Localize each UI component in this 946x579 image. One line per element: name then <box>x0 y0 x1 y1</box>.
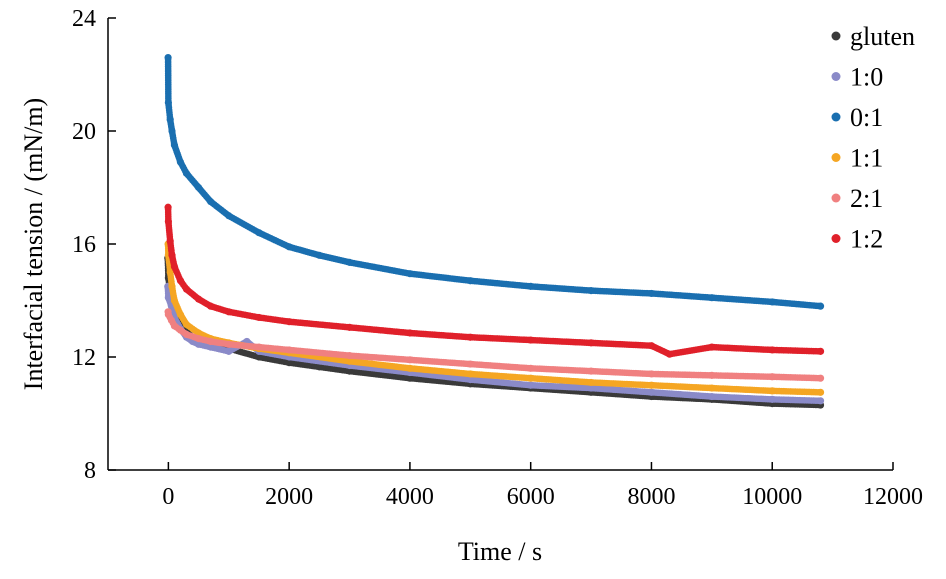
series-2-1 <box>164 308 825 382</box>
legend-item: 1:1 <box>831 144 883 173</box>
data-point <box>816 388 825 396</box>
legend-marker <box>831 31 841 41</box>
y-tick-label: 12 <box>72 345 96 371</box>
series-0-1 <box>164 53 825 310</box>
legend-label: 0:1 <box>850 103 883 132</box>
legend-label: 2:1 <box>850 184 883 213</box>
x-axis-title: Time / s <box>458 537 542 566</box>
x-tick-label: 6000 <box>507 484 555 510</box>
y-axis-ticks: 8 12 16 20 24 <box>72 6 116 484</box>
data-point <box>816 347 825 355</box>
legend-label: 1:1 <box>850 144 883 173</box>
x-tick-label: 2000 <box>265 484 313 510</box>
legend-label: 1:2 <box>850 225 883 254</box>
data-series <box>164 53 825 409</box>
legend: gluten 1:0 0:1 1:1 2:1 1:2 <box>831 22 915 254</box>
x-tick-label: 12000 <box>863 484 923 510</box>
legend-item: 2:1 <box>831 184 883 213</box>
y-axis-title: Interfacial tension / (mN/m) <box>19 98 48 390</box>
y-tick-label: 8 <box>84 458 96 484</box>
legend-marker <box>831 234 841 243</box>
x-tick-label: 0 <box>162 484 174 510</box>
series-1-2 <box>164 203 825 358</box>
legend-item: 1:2 <box>831 225 883 254</box>
legend-marker <box>831 72 841 81</box>
legend-item: 1:0 <box>831 63 883 92</box>
legend-label: gluten <box>850 22 915 51</box>
y-tick-label: 20 <box>72 119 96 145</box>
x-tick-label: 4000 <box>386 484 434 510</box>
y-tick-label: 16 <box>72 232 96 258</box>
legend-item: gluten <box>831 22 915 51</box>
y-tick-label: 24 <box>72 6 96 32</box>
legend-marker <box>831 193 841 203</box>
data-point <box>816 302 825 310</box>
legend-item: 0:1 <box>831 103 883 132</box>
data-point <box>816 374 825 382</box>
legend-label: 1:0 <box>850 63 883 92</box>
legend-marker <box>831 153 841 162</box>
x-axis-ticks: 0 2000 4000 6000 8000 10000 12000 <box>162 462 923 510</box>
plot-area: 8 12 16 20 24 0 2000 4000 6000 8000 10000 12000 <box>72 6 923 510</box>
legend-marker <box>831 112 841 122</box>
x-tick-label: 8000 <box>627 484 675 510</box>
data-point <box>816 397 825 405</box>
x-tick-label: 10000 <box>742 484 802 510</box>
